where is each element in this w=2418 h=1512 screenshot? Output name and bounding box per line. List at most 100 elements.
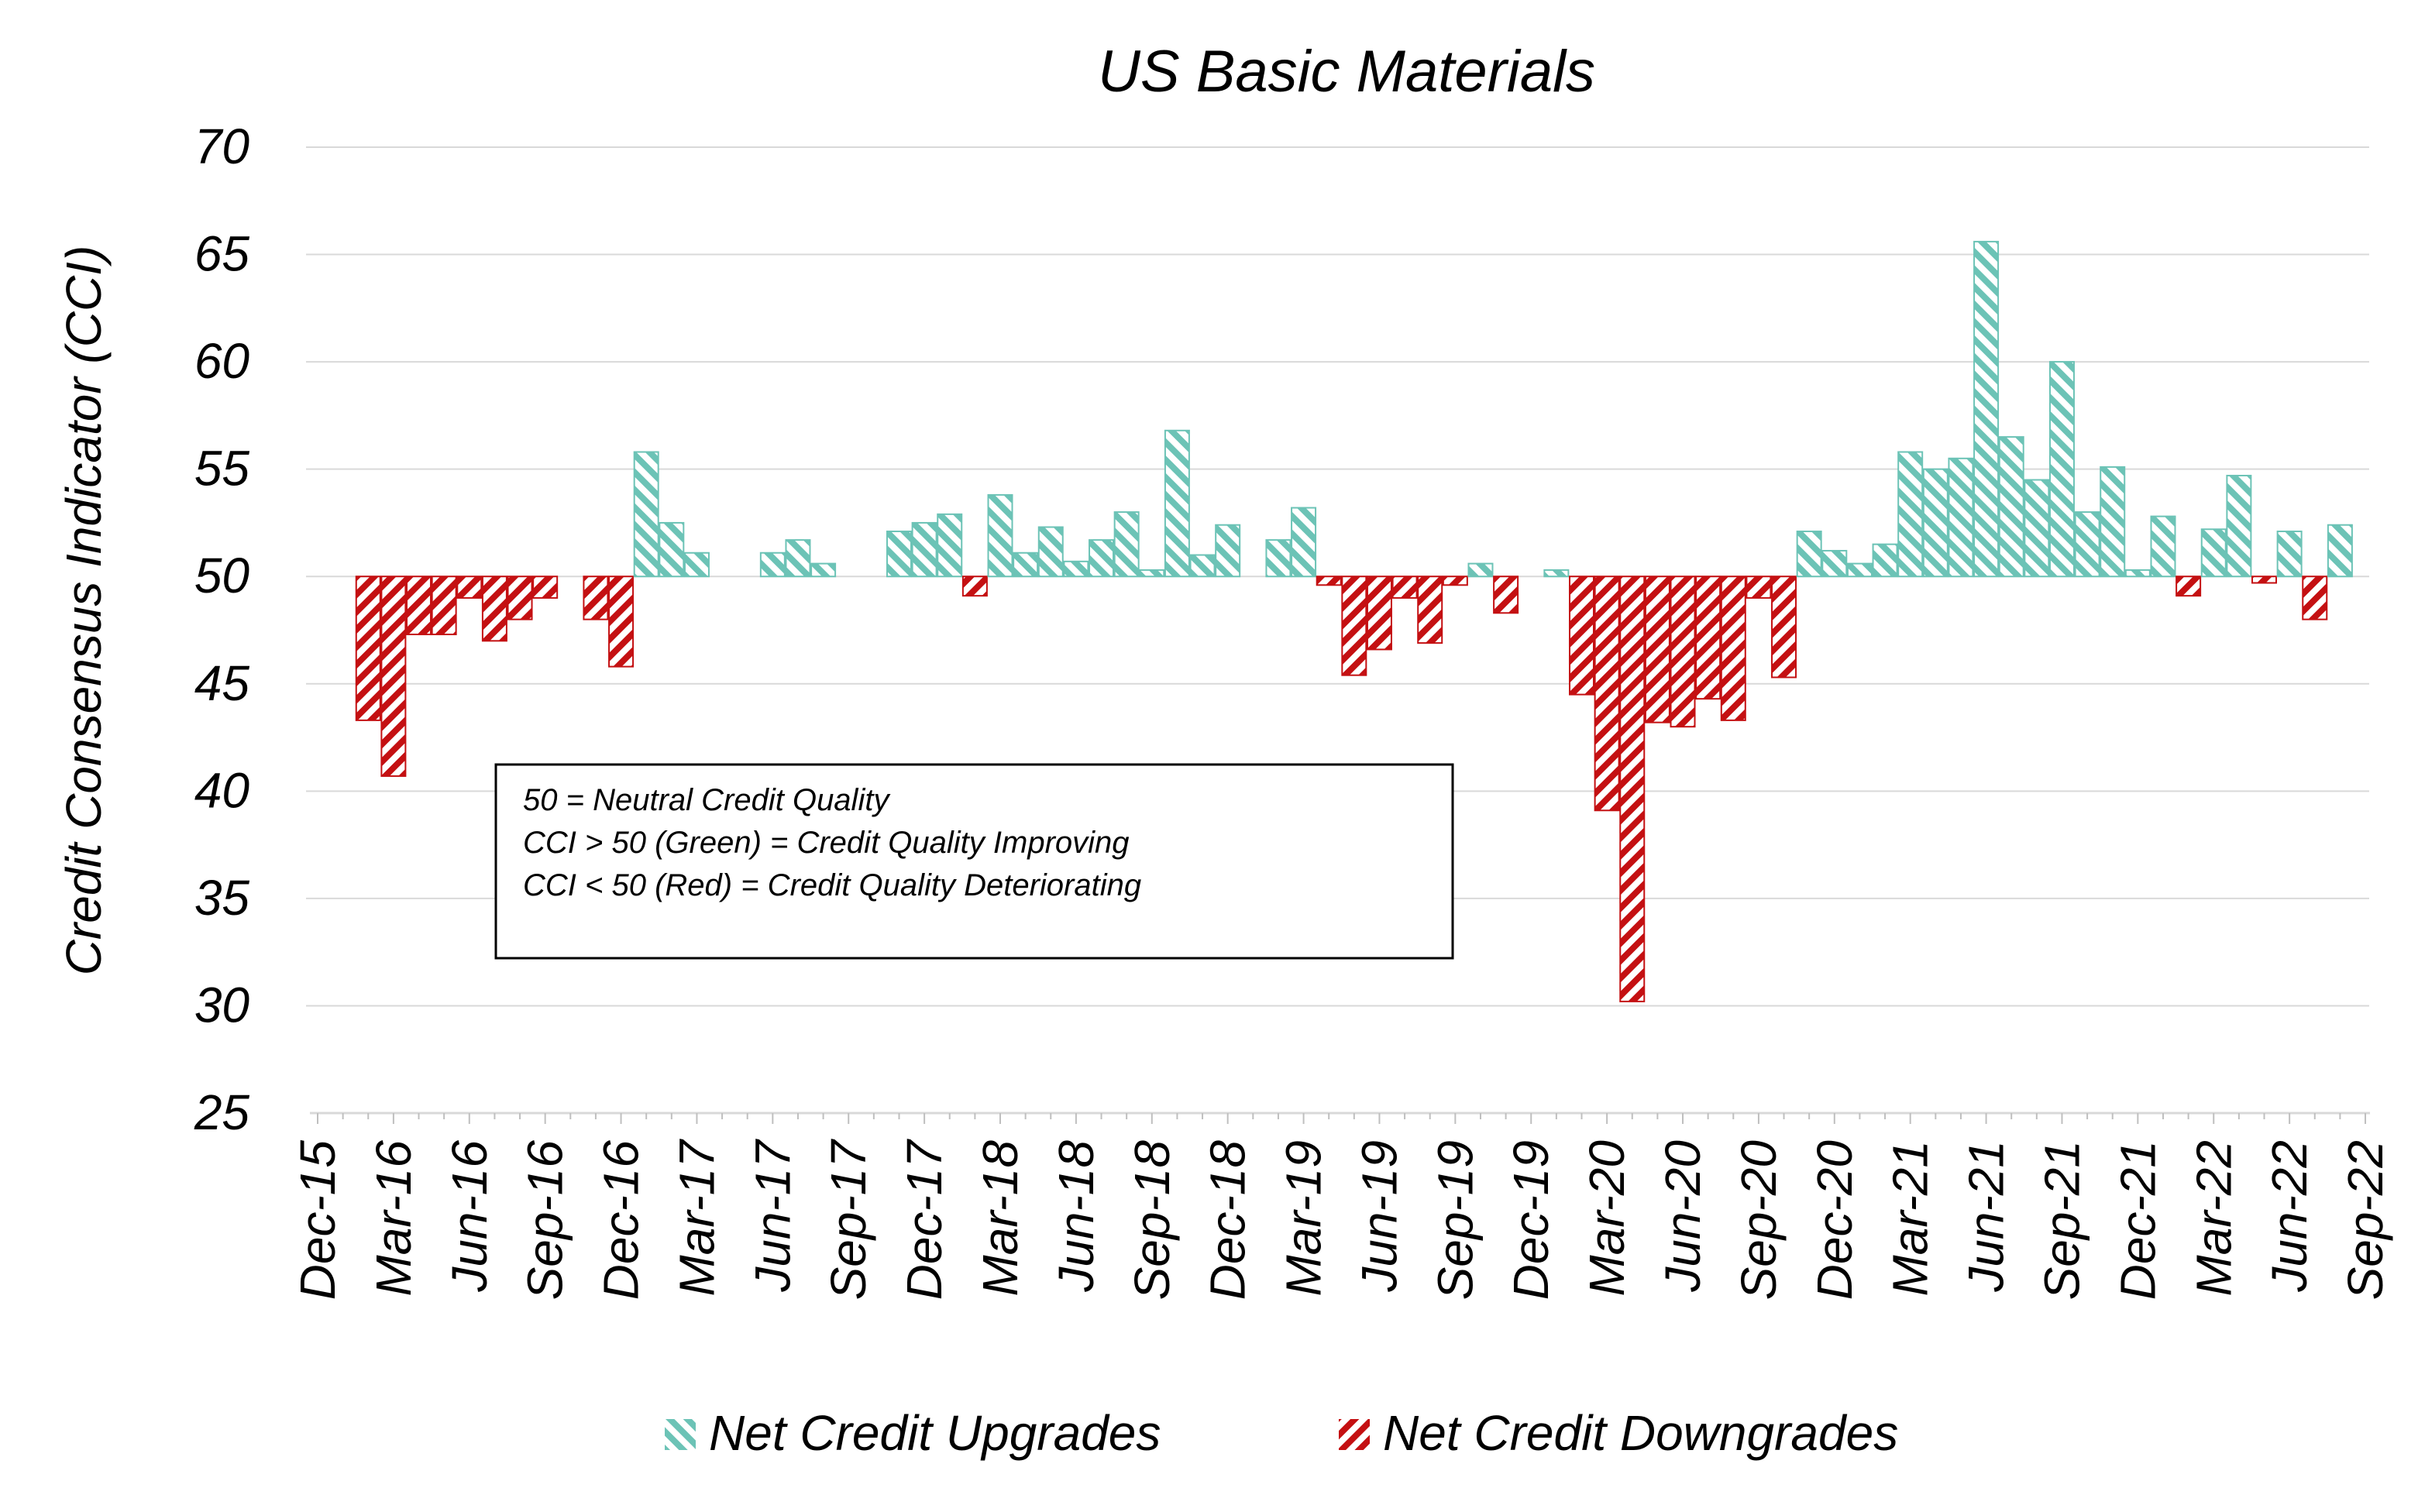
x-tick-label: Jun-16 — [442, 1140, 497, 1293]
bar-upgrade — [810, 562, 837, 578]
bar-downgrade — [961, 576, 988, 597]
bar-upgrade — [2024, 479, 2050, 578]
bar-upgrade — [886, 531, 912, 578]
x-tick-label: Jun-18 — [1048, 1140, 1104, 1293]
x-tick-label: Dec-15 — [290, 1140, 346, 1301]
bar-downgrade — [481, 576, 507, 642]
legend-swatch-downgrades — [1339, 1419, 1370, 1450]
bar-downgrade — [1670, 576, 1696, 728]
bar-upgrade — [987, 493, 1013, 578]
bar-upgrade — [1189, 554, 1216, 578]
bar-upgrade — [1846, 562, 1873, 578]
bar-upgrade — [2327, 524, 2353, 578]
bar-upgrade — [2100, 466, 2126, 578]
y-tick-label: 40 — [194, 762, 250, 818]
x-tick-label: Sep-22 — [2337, 1140, 2393, 1300]
x-tick-label: Sep-17 — [820, 1139, 876, 1301]
x-tick-label: Sep-21 — [2034, 1140, 2090, 1300]
bar-upgrade — [1543, 569, 1570, 578]
x-tick-label: Dec-16 — [593, 1140, 649, 1301]
bar-downgrade — [1417, 576, 1443, 644]
bar-upgrade — [911, 521, 937, 578]
x-tick-label: Mar-16 — [366, 1140, 421, 1297]
bar-downgrade — [1316, 576, 1342, 586]
legend-label-upgrades: Net Credit Upgrades — [709, 1405, 1161, 1461]
x-tick-label: Jun-22 — [2262, 1140, 2317, 1293]
x-tick-label: Dec-19 — [1503, 1140, 1559, 1300]
bar-upgrade — [2074, 511, 2100, 578]
bar-upgrade — [1265, 539, 1292, 578]
y-tick-label: 70 — [194, 119, 250, 174]
x-tick-label: Sep-18 — [1124, 1140, 1180, 1301]
x-tick-label: Mar-21 — [1883, 1140, 1938, 1297]
bar-upgrade — [1164, 429, 1190, 578]
bar-upgrade — [1872, 543, 1898, 578]
bar-upgrade — [1037, 526, 1064, 578]
bar-downgrade — [431, 576, 457, 636]
legend: Net Credit Upgrades Net Credit Downgrade… — [665, 1405, 1898, 1461]
y-tick-label: 25 — [194, 1084, 250, 1140]
bar-upgrade — [1063, 560, 1089, 578]
bar-upgrade — [1139, 569, 1165, 578]
bar-upgrade — [633, 451, 659, 578]
bar-upgrade — [2150, 515, 2176, 578]
bar-downgrade — [1569, 576, 1594, 696]
bar-upgrade — [2124, 569, 2151, 578]
y-tick-label: 45 — [194, 655, 250, 711]
bar-downgrade — [1391, 576, 1418, 599]
bar-downgrade — [1341, 576, 1367, 676]
bar-downgrade — [532, 576, 559, 599]
x-tick-label: Mar-22 — [2186, 1140, 2241, 1297]
bar-downgrade — [406, 576, 432, 636]
bar-upgrade — [759, 552, 786, 578]
x-tick-label: Sep-20 — [1731, 1140, 1787, 1301]
bar-downgrade — [1720, 576, 1746, 721]
bar-downgrade — [2251, 576, 2278, 584]
x-tick-label: Dec-17 — [896, 1139, 952, 1301]
y-tick-label: 65 — [194, 226, 250, 282]
bar-downgrade — [1746, 576, 1772, 599]
bar-upgrade — [1467, 562, 1494, 578]
bar-downgrade — [608, 576, 635, 668]
bar-upgrade — [659, 521, 685, 578]
bar-upgrade — [1113, 511, 1140, 578]
y-tick-label: 50 — [194, 548, 250, 603]
bar-upgrade — [2276, 531, 2303, 578]
bar-upgrade — [2226, 474, 2252, 578]
bar-upgrade — [1897, 451, 1924, 578]
bar-upgrade — [1089, 539, 1115, 578]
bar-downgrade — [1493, 576, 1519, 614]
annotation-line-3: CCI < 50 (Red) = Credit Quality Deterior… — [523, 868, 1141, 902]
annotation-line-2: CCI > 50 (Green) = Credit Quality Improv… — [523, 826, 1130, 860]
bar-upgrade — [1291, 507, 1317, 578]
chart-title: US Basic Materials — [1098, 39, 1595, 105]
annotation-box: 50 = Neutral Credit Quality CCI > 50 (Gr… — [494, 763, 1454, 960]
legend-label-downgrades: Net Credit Downgrades — [1383, 1405, 1898, 1461]
bar-upgrade — [1922, 468, 1949, 578]
y-tick-label: 60 — [194, 333, 250, 389]
x-tick-label: Sep-19 — [1427, 1140, 1483, 1300]
x-tick-label: Dec-20 — [1807, 1140, 1863, 1301]
bar-downgrade — [1644, 576, 1670, 723]
bar-upgrade — [2048, 361, 2075, 578]
bar-downgrade — [583, 576, 609, 620]
bar-downgrade — [2176, 576, 2202, 597]
y-tick-label: 35 — [194, 870, 250, 926]
annotation-frame — [494, 763, 1454, 960]
bar-upgrade — [1821, 549, 1848, 578]
x-tick-label: Mar-19 — [1276, 1140, 1332, 1297]
bars — [355, 240, 2353, 1002]
bar-downgrade — [1366, 576, 1392, 651]
x-tick-label: Dec-21 — [2110, 1140, 2165, 1300]
y-tick-labels: 25 30 35 40 45 50 55 60 65 70 — [194, 119, 250, 1140]
y-tick-label: 55 — [194, 441, 250, 497]
bar-upgrade — [1998, 436, 2024, 578]
x-tick-label: Sep-16 — [518, 1140, 573, 1301]
x-tick-label: Mar-20 — [1579, 1140, 1635, 1297]
bar-downgrade — [1442, 576, 1468, 586]
x-tick-label: Mar-18 — [972, 1140, 1028, 1297]
y-axis-title: Credit Consensus Indicator (CCI) — [56, 246, 112, 976]
bar-upgrade — [1215, 524, 1241, 578]
x-axis — [310, 1112, 2371, 1124]
